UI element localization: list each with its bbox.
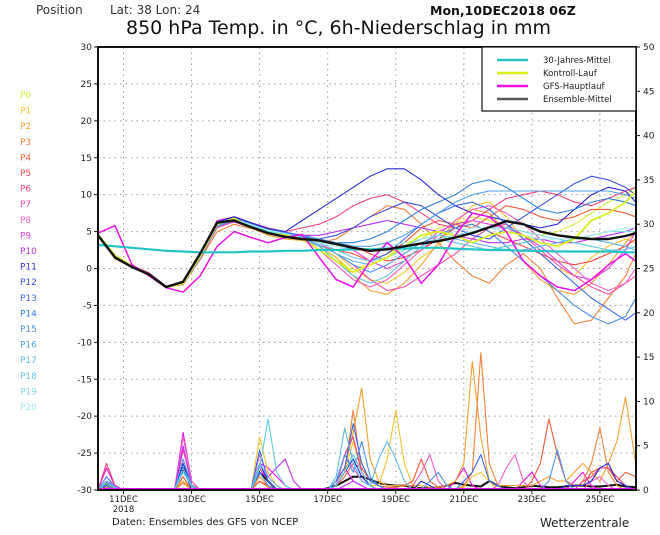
member-label: P14 xyxy=(20,309,37,319)
member-labels: P0 P1 P2 P3 P4 P5 P6 P7 P8 P9 P10 P11 P12 P13 P14 P15 P1… xyxy=(20,91,37,413)
legend-label: GFS-Hauptlauf xyxy=(543,82,605,92)
right-tick-label: 10 xyxy=(643,397,655,407)
run-time-label: Mon,10DEC2018 06Z xyxy=(430,3,576,18)
member-label: P8 xyxy=(20,216,31,226)
precipitation-layer xyxy=(98,352,636,490)
left-tick-label: -10 xyxy=(77,338,92,348)
left-tick-label: -30 xyxy=(77,486,92,496)
brand-label: Wetterzentrale xyxy=(540,516,629,530)
member-label: P18 xyxy=(20,372,37,382)
left-tick-label: -25 xyxy=(77,449,92,459)
data-source-label: Daten: Ensembles des GFS von NCEP xyxy=(112,517,298,528)
precip-line-p18 xyxy=(98,418,636,490)
right-tick-label: 15 xyxy=(643,353,654,363)
x-tick-sublabel: 2018 xyxy=(113,505,135,515)
left-tick-label: -15 xyxy=(77,375,92,385)
gfs-main-run-line xyxy=(98,212,636,293)
member-label: P20 xyxy=(20,403,37,413)
member-label: P17 xyxy=(20,356,37,366)
precip-line-p10 xyxy=(98,445,636,490)
left-tick-label: -20 xyxy=(77,412,92,422)
temperature-layer xyxy=(98,168,636,325)
left-tick-label: 15 xyxy=(81,154,92,164)
precip-line-p17 xyxy=(98,427,636,490)
precip-line-p11 xyxy=(98,458,636,490)
member-label: P0 xyxy=(20,91,31,101)
member-label: P12 xyxy=(20,278,37,288)
member-line-p1 xyxy=(98,201,636,287)
member-label: P2 xyxy=(20,122,31,132)
right-tick-label: 50 xyxy=(643,43,655,53)
member-label: P10 xyxy=(20,247,37,257)
left-tick-label: 20 xyxy=(81,117,93,127)
member-label: P3 xyxy=(20,138,31,148)
left-axis: 30 25 20 15 10 5 0 -5 -10 -15 -20 -25 -30 xyxy=(77,43,98,496)
x-tick-label: 25DEC xyxy=(586,495,615,505)
member-label: P16 xyxy=(20,341,37,351)
right-tick-label: 25 xyxy=(643,265,654,275)
right-tick-label: 20 xyxy=(643,309,655,319)
x-tick-label: 19DEC xyxy=(381,495,410,505)
x-tick-label: 21DEC xyxy=(449,495,478,505)
x-tick-label: 17DEC xyxy=(313,495,342,505)
legend: 30-Jahres-Mittel Kontroll-Lauf GFS-Hauptla… xyxy=(481,46,637,112)
right-tick-label: 35 xyxy=(643,176,654,186)
left-tick-label: 25 xyxy=(81,80,92,90)
precip-line-p15 xyxy=(98,440,636,490)
member-label: P15 xyxy=(20,325,37,335)
member-label: P1 xyxy=(20,107,31,117)
precip-line-p4 xyxy=(98,418,636,490)
member-line-p3 xyxy=(98,205,636,325)
right-tick-label: 40 xyxy=(643,132,655,142)
climatology-line xyxy=(98,243,636,254)
left-tick-label: 30 xyxy=(81,43,93,53)
member-label: P11 xyxy=(20,263,37,273)
ensemble-mean-line xyxy=(98,219,636,289)
member-label: P5 xyxy=(20,169,31,179)
legend-label: Kontroll-Lauf xyxy=(543,69,598,79)
member-label: P6 xyxy=(20,185,31,195)
right-tick-label: 0 xyxy=(643,486,649,496)
x-tick-label: 13DEC xyxy=(177,495,206,505)
member-line-p11 xyxy=(98,168,636,289)
member-label: P19 xyxy=(20,387,37,397)
member-label: P4 xyxy=(20,153,31,163)
right-tick-label: 45 xyxy=(643,87,654,97)
member-label: P7 xyxy=(20,200,31,210)
right-tick-label: 30 xyxy=(643,220,655,230)
member-line-p6 xyxy=(98,186,636,287)
legend-label: Ensemble-Mittel xyxy=(543,95,612,105)
member-label: P13 xyxy=(20,294,37,304)
right-tick-label: 5 xyxy=(643,442,649,452)
precip-line-p2 xyxy=(98,360,636,490)
left-tick-label: 0 xyxy=(86,265,92,275)
x-tick-label: 11DEC xyxy=(109,495,138,505)
member-label: P9 xyxy=(20,231,31,241)
x-tick-label: 15DEC xyxy=(245,495,274,505)
left-tick-label: 10 xyxy=(81,191,93,201)
chart-title: 850 hPa Temp. in °C, 6h-Niederschlag in … xyxy=(126,17,551,39)
position-label: Position xyxy=(36,3,83,17)
left-tick-label: 5 xyxy=(86,228,92,238)
grid xyxy=(98,47,636,490)
lat-lon-label: Lat: 38 Lon: 24 xyxy=(110,3,200,17)
legend-label: 30-Jahres-Mittel xyxy=(543,56,610,66)
left-tick-label: -5 xyxy=(83,301,92,311)
legend-box xyxy=(481,46,637,112)
member-line-p0 xyxy=(98,186,636,288)
x-tick-label: 23DEC xyxy=(518,495,547,505)
